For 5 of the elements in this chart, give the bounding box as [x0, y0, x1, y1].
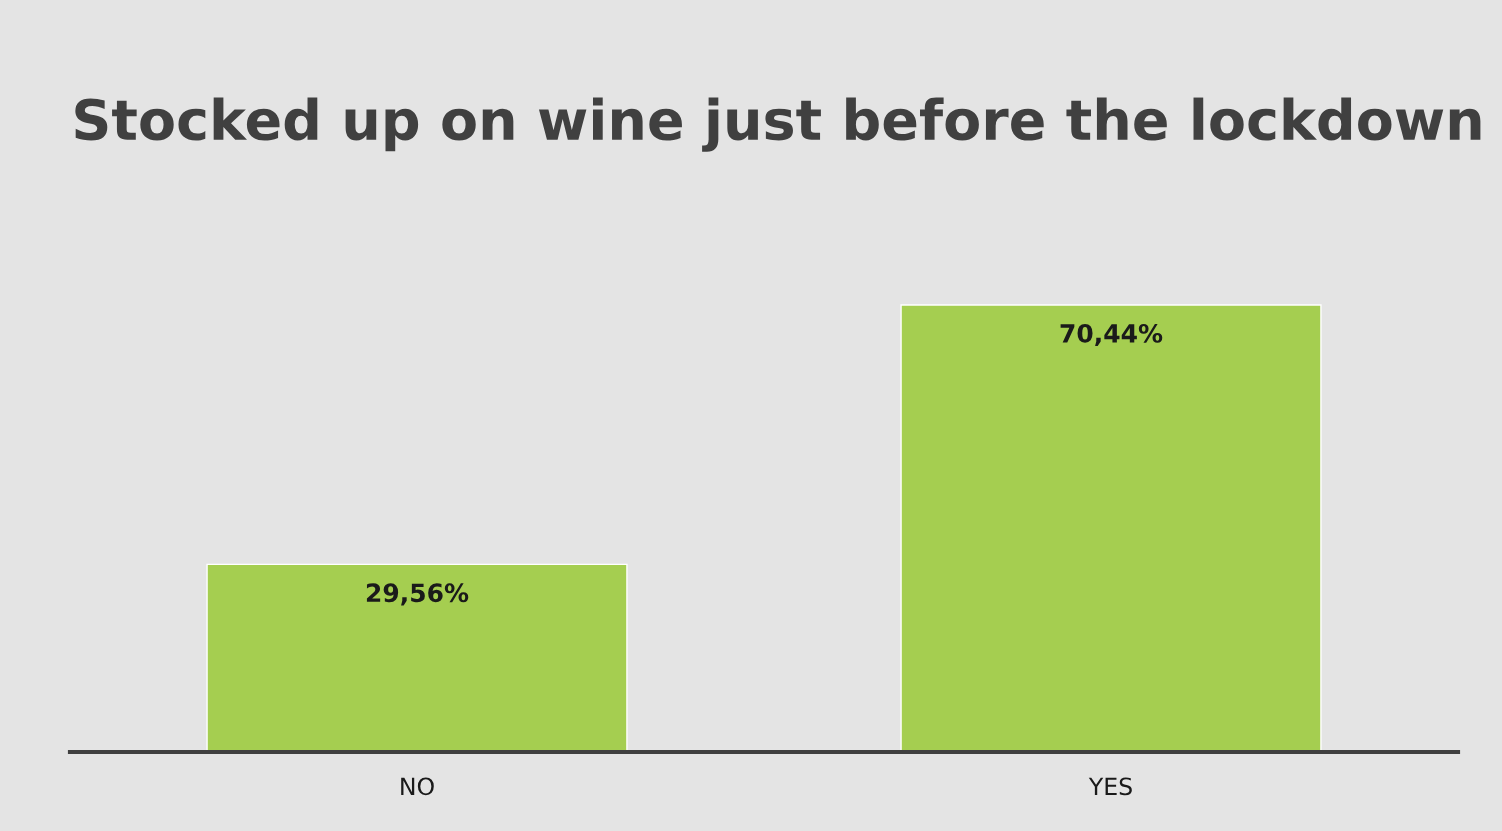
- data-label: 29,56%: [366, 583, 469, 606]
- chart-title: Stocked up on wine just before the lockdown: [75, 97, 1481, 152]
- x-tick-label: NO: [401, 777, 434, 796]
- x-tick-label: YES: [1088, 777, 1132, 796]
- data-label: 70,44%: [1060, 323, 1163, 346]
